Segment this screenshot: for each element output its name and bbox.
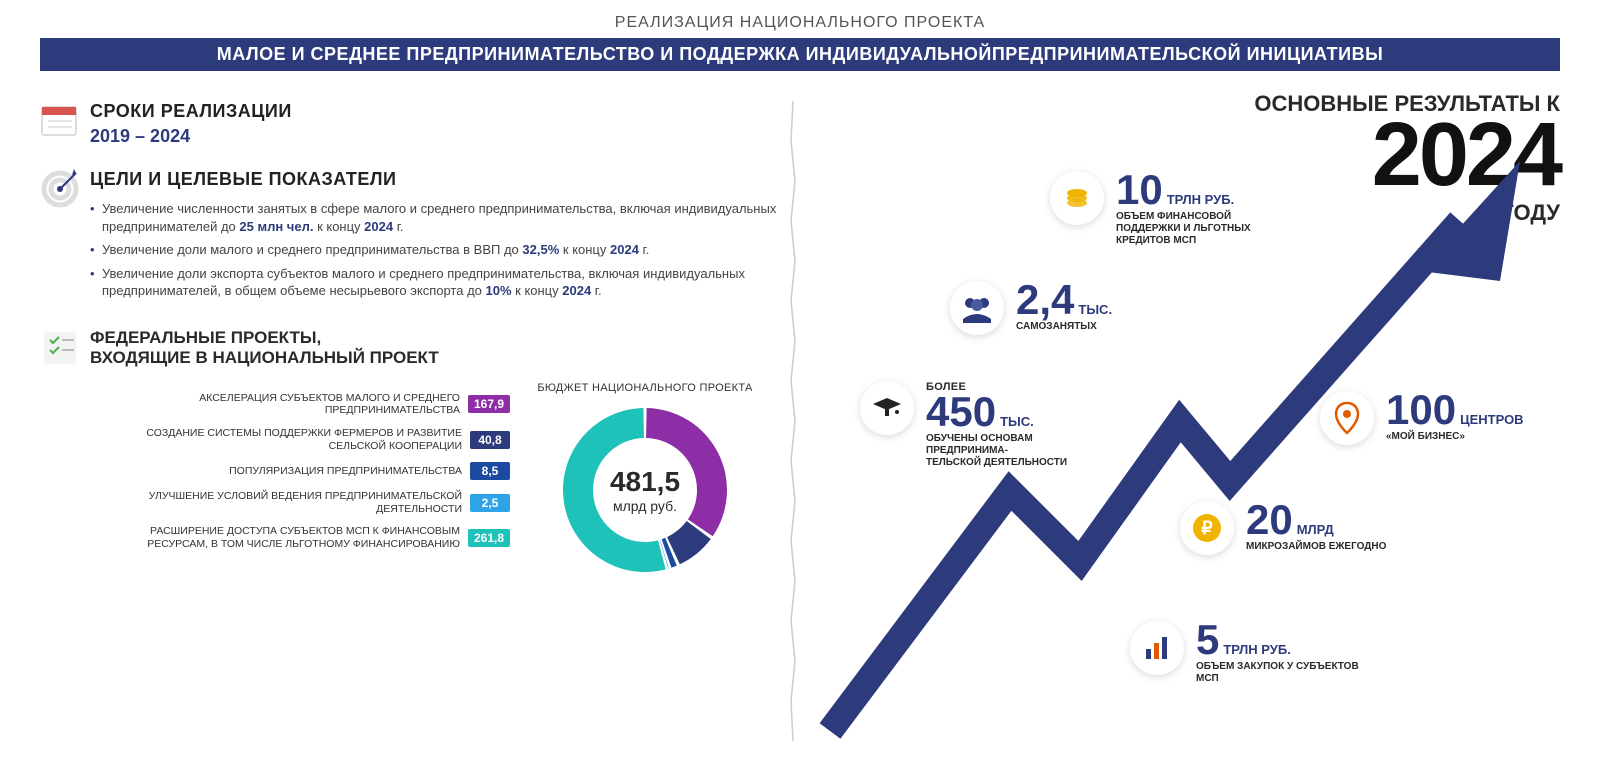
metric-unit: ТРЛН РУБ. (1223, 642, 1290, 657)
metric-unit: ТЫС. (1000, 414, 1034, 429)
grad-icon (860, 381, 914, 435)
goal-item: Увеличение численности занятых в сфере м… (90, 200, 780, 235)
metric-unit: ЦЕНТРОВ (1460, 412, 1524, 427)
metric-number: 5 (1196, 621, 1219, 659)
bars-icon (1130, 621, 1184, 675)
people-icon (950, 281, 1004, 335)
goal-item: Увеличение доли малого и среднего предпр… (90, 241, 780, 259)
timeline-heading: СРОКИ РЕАЛИЗАЦИИ (90, 101, 780, 122)
timeline-period: 2019 – 2024 (90, 126, 780, 147)
donut-total-unit: млрд руб. (613, 498, 677, 514)
project-label: СОЗДАНИЕ СИСТЕМЫ ПОДДЕРЖКИ ФЕРМЕРОВ И РА… (132, 427, 462, 452)
metric-desc: САМОЗАНЯТЫХ (1016, 321, 1112, 333)
project-label: АКСЕЛЕРАЦИЯ СУБЪЕКТОВ МАЛОГО И СРЕДНЕГО … (130, 392, 460, 417)
project-value: 40,8 (470, 431, 510, 449)
project-value: 167,9 (468, 395, 510, 413)
project-row: СОЗДАНИЕ СИСТЕМЫ ПОДДЕРЖКИ ФЕРМЕРОВ И РА… (90, 427, 510, 452)
svg-text:₽: ₽ (1201, 518, 1213, 538)
metric-m4: 100 ЦЕНТРОВ «МОЙ БИЗНЕС» (1320, 391, 1524, 445)
project-row: РАСШИРЕНИЕ ДОСТУПА СУБЪЕКТОВ МСП К ФИНАН… (90, 525, 510, 550)
metric-unit: МЛРД (1297, 522, 1334, 537)
project-row: АКСЕЛЕРАЦИЯ СУБЪЕКТОВ МАЛОГО И СРЕДНЕГО … (90, 392, 510, 417)
project-value: 8,5 (470, 462, 510, 480)
metric-m3: БОЛЕЕ450ТЫС.ОБУЧЕНЫ ОСНОВАМ ПРЕДПРИНИМА-… (860, 381, 1106, 469)
checklist-icon (40, 328, 90, 580)
metric-m6: 5 ТРЛН РУБ. ОБЪЕМ ЗАКУПОК У СУБЪЕКТОВ МСП (1130, 621, 1376, 685)
project-label: УЛУЧШЕНИЕ УСЛОВИЙ ВЕДЕНИЯ ПРЕДПРИНИМАТЕЛ… (132, 490, 462, 515)
coins-icon (1050, 171, 1104, 225)
goals-list: Увеличение численности занятых в сфере м… (90, 200, 780, 300)
metric-desc: «МОЙ БИЗНЕС» (1386, 431, 1524, 443)
goal-item: Увеличение доли экспорта субъектов малог… (90, 265, 780, 300)
metric-desc: ОБЪЕМ ФИНАНСОВОЙ ПОДДЕРЖКИ И ЛЬГОТНЫХ КР… (1116, 211, 1296, 247)
metric-number: 20 (1246, 501, 1293, 539)
metric-number: 100 (1386, 391, 1456, 429)
calendar-icon (40, 101, 90, 147)
main-title-bar: МАЛОЕ И СРЕДНЕЕ ПРЕДПРИНИМАТЕЛЬСТВО И ПО… (40, 38, 1560, 71)
project-value: 261,8 (468, 529, 510, 547)
supertitle: РЕАЛИЗАЦИЯ НАЦИОНАЛЬНОГО ПРОЕКТА (0, 0, 1600, 32)
metric-m2: 2,4 ТЫС. САМОЗАНЯТЫХ (950, 281, 1112, 335)
budget-donut-chart: 481,5 млрд руб. (555, 400, 735, 580)
metric-m1: 10 ТРЛН РУБ. ОБЪЕМ ФИНАНСОВОЙ ПОДДЕРЖКИ И … (1050, 171, 1296, 247)
ruble-icon: ₽ (1180, 501, 1234, 555)
metric-number: 10 (1116, 171, 1163, 209)
project-row: УЛУЧШЕНИЕ УСЛОВИЙ ВЕДЕНИЯ ПРЕДПРИНИМАТЕЛ… (90, 490, 510, 515)
donut-title: БЮДЖЕТ НАЦИОНАЛЬНОГО ПРОЕКТА (510, 382, 780, 394)
project-value: 2,5 (470, 494, 510, 512)
target-icon (40, 169, 90, 306)
projects-heading-2: ВХОДЯЩИЕ В НАЦИОНАЛЬНЫЙ ПРОЕКТ (90, 348, 780, 368)
project-label: ПОПУЛЯРИЗАЦИЯ ПРЕДПРИНИМАТЕЛЬСТВА (229, 465, 462, 478)
pin-icon (1320, 391, 1374, 445)
projects-list: АКСЕЛЕРАЦИЯ СУБЪЕКТОВ МАЛОГО И СРЕДНЕГО … (90, 382, 510, 580)
metric-desc: ОБУЧЕНЫ ОСНОВАМ ПРЕДПРИНИМА-ТЕЛЬСКОЙ ДЕЯ… (926, 433, 1106, 469)
metric-m5: ₽20 МЛРД МИКРОЗАЙМОВ ЕЖЕГОДНО (1180, 501, 1386, 555)
metric-number: 450 (926, 393, 996, 431)
metric-desc: ОБЪЕМ ЗАКУПОК У СУБЪЕКТОВ МСП (1196, 661, 1376, 685)
metric-unit: ТРЛН РУБ. (1167, 192, 1234, 207)
metric-desc: МИКРОЗАЙМОВ ЕЖЕГОДНО (1246, 541, 1386, 553)
projects-heading-1: ФЕДЕРАЛЬНЫЕ ПРОЕКТЫ, (90, 328, 780, 348)
goals-heading: ЦЕЛИ И ЦЕЛЕВЫЕ ПОКАЗАТЕЛИ (90, 169, 780, 190)
project-row: ПОПУЛЯРИЗАЦИЯ ПРЕДПРИНИМАТЕЛЬСТВА 8,5 (90, 462, 510, 480)
metric-number: 2,4 (1016, 281, 1074, 319)
metric-unit: ТЫС. (1078, 302, 1112, 317)
project-label: РАСШИРЕНИЕ ДОСТУПА СУБЪЕКТОВ МСП К ФИНАН… (130, 525, 460, 550)
donut-total-value: 481,5 (610, 466, 680, 498)
